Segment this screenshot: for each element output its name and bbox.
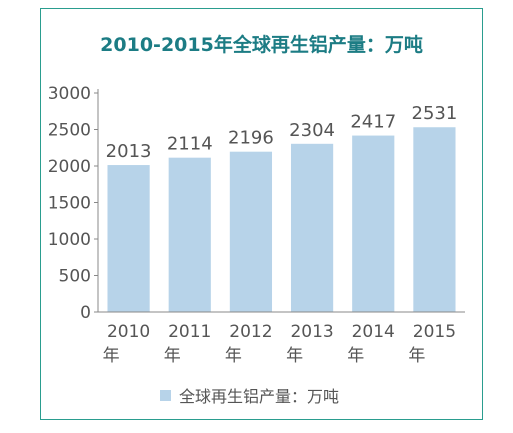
x-tick-label: 2010 [107, 322, 150, 342]
x-tick-label: 2014 [352, 322, 395, 342]
x-tick-label-unit: 年 [347, 346, 364, 366]
x-tick-label-unit: 年 [408, 346, 425, 366]
chart-title: 2010-2015年全球再生铝产量：万吨 [100, 34, 423, 56]
y-tick-label: 1000 [48, 230, 91, 250]
data-label: 2114 [167, 134, 213, 155]
y-tick-label: 1500 [48, 194, 91, 214]
bars [107, 127, 456, 312]
x-axis: 2010 年 2011 年 2012 年 2013 年 2014 年 2015 年 [98, 311, 465, 366]
x-tick-label-unit: 年 [103, 346, 120, 366]
chart-frame [40, 8, 483, 420]
data-label: 2196 [228, 128, 274, 149]
legend-swatch [160, 389, 171, 401]
y-tick-label: 0 [80, 303, 91, 323]
legend-label: 全球再生铝产量：万吨 [179, 387, 340, 406]
data-label: 2304 [289, 120, 335, 141]
bar [168, 157, 211, 312]
legend: 全球再生铝产量：万吨 [160, 383, 339, 407]
bar [413, 127, 456, 312]
bar [352, 135, 395, 312]
bar [229, 151, 273, 312]
x-tick-label: 2015 [413, 322, 456, 342]
x-tick-label-unit: 年 [225, 346, 242, 366]
data-label: 2417 [350, 112, 396, 133]
y-tick-label: 3000 [48, 84, 91, 104]
y-axis: 0 500 1000 1500 2000 2500 3000 [48, 84, 99, 323]
x-tick-label: 2013 [290, 322, 333, 342]
data-label: 2013 [106, 141, 152, 162]
bar [107, 165, 150, 312]
x-tick-label: 2012 [229, 322, 272, 342]
y-tick-label: 2500 [48, 121, 91, 141]
y-tick-label: 500 [59, 267, 91, 287]
data-labels: 2013 2114 2196 2304 2417 2531 [106, 103, 458, 162]
data-label: 2531 [412, 103, 458, 124]
x-tick-label-unit: 年 [286, 346, 303, 366]
y-tick-label: 2000 [48, 157, 91, 177]
bar [290, 143, 334, 312]
x-tick-label-unit: 年 [164, 346, 181, 366]
x-tick-label: 2011 [168, 322, 211, 342]
